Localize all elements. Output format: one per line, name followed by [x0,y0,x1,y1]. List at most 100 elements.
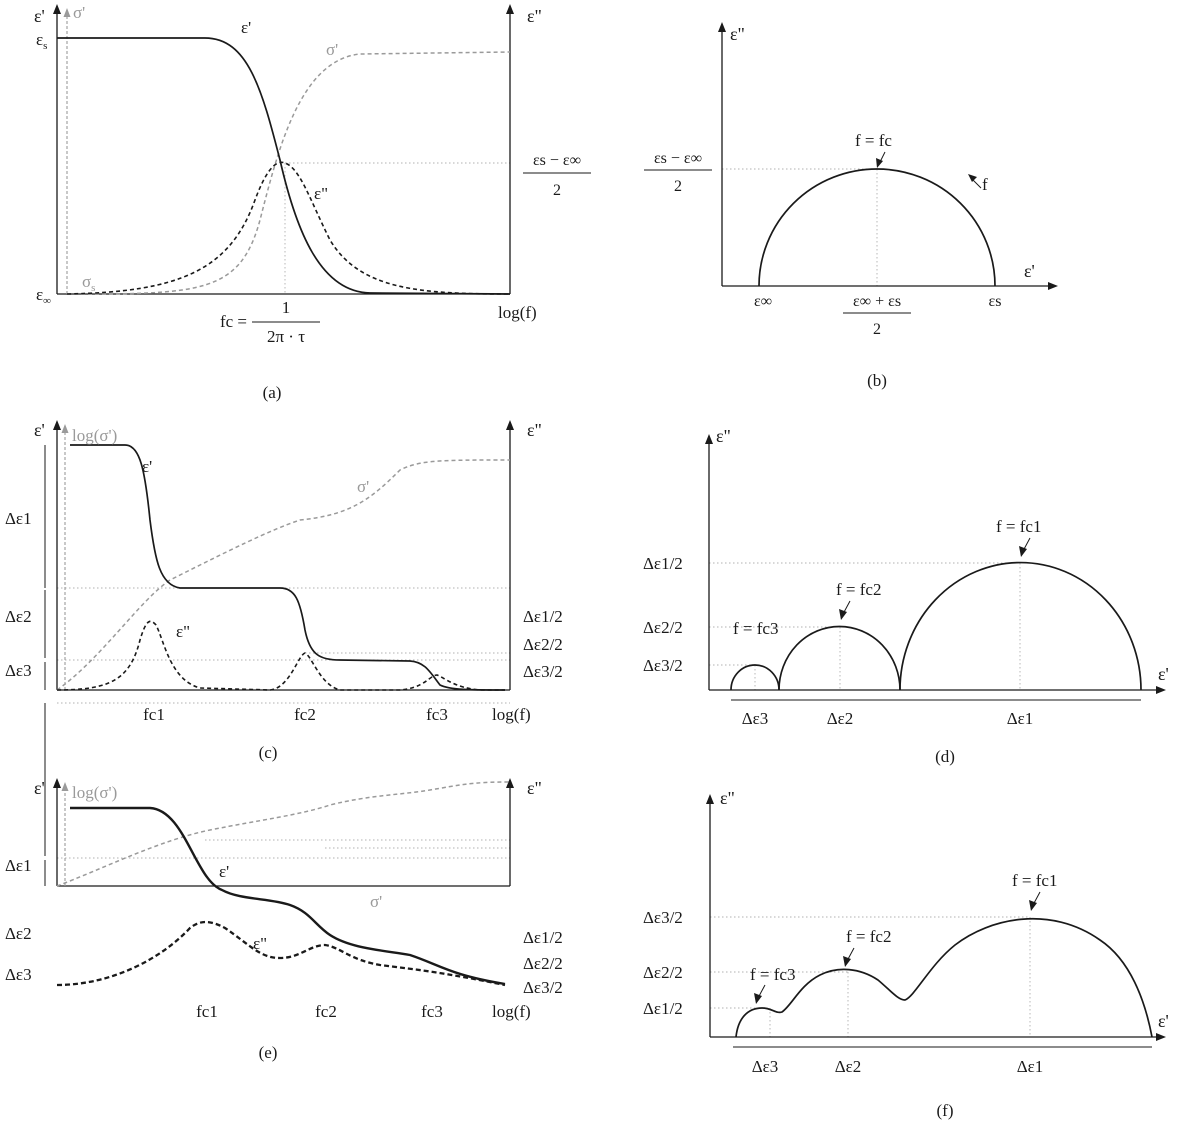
f-s3-label: Δε3 [752,1057,779,1076]
b-x-s-label: εs [989,293,1002,310]
e-eps-prime-curve [70,806,506,986]
b-x-axis-label: ε' [1024,261,1035,281]
f-p2-label: f = fc2 [846,927,891,946]
f-peak3-arrow-head [754,993,762,1004]
e-eps-dprime-curve [56,920,506,987]
c-left-axis-arrow [53,420,61,430]
c-x-axis-label: log(f) [492,705,531,724]
e-left-axis-label: ε' [34,778,45,798]
c-caption: (c) [259,743,278,762]
f-x-axis-label: ε' [1158,1011,1169,1031]
a-gray-axis-arrow [63,8,71,17]
c-left-axis-label: ε' [34,420,45,440]
b-left-fraction-num: εs − ε∞ [654,150,702,167]
a-fc-lhs: fc = [220,312,247,331]
f-s1-label: Δε1 [1017,1057,1044,1076]
d-x-axis-arrow [1156,686,1166,694]
f-p3-label: f = fc3 [750,965,795,984]
d-s2-label: Δε2 [827,709,854,728]
a-x-axis-label: log(f) [498,303,537,322]
b-y-axis-arrow [718,22,726,32]
d-arc-1 [899,561,1142,691]
e-x-axis-label: log(f) [492,1002,531,1021]
c-sigma-curve-label: σ' [357,477,369,496]
a-sigma-curve-label: σ' [326,40,338,59]
c-sigma-curve [56,459,511,691]
a-fc-num: 1 [282,298,291,317]
d-peak2-arrow-head [839,609,847,620]
c-d3-label: Δε3 [5,661,32,680]
c-fc2-label: fc2 [294,705,316,724]
d-p3-label: f = fc3 [733,619,778,638]
b-f-arrow-label: f [982,175,988,194]
d-arc-2 [778,625,901,691]
f-caption: (f) [937,1101,954,1120]
b-caption: (b) [867,371,887,390]
a-right-fraction-den: 2 [553,182,561,199]
panel-f: ε" ε' Δε3/2 Δε2/2 Δε1/2 f = fc1 f = fc2 … [643,788,1169,1120]
c-r3-label: Δε3/2 [523,662,563,681]
d-arc-3 [730,664,780,691]
f-l1-label: Δε3/2 [643,908,683,927]
f-x-axis-arrow [1156,1033,1166,1041]
d-p2-label: f = fc2 [836,580,881,599]
c-r2-label: Δε2/2 [523,635,563,654]
b-semicircle [758,168,996,287]
e-r2-label: Δε2/2 [523,954,563,973]
d-l3-label: Δε3/2 [643,656,683,675]
e-sigma-curve [56,781,511,887]
c-gray-axis-arrow [61,424,69,433]
b-x-mid-num: ε∞ + εs [853,293,901,310]
f-s2-label: Δε2 [835,1057,862,1076]
c-fc3-label: fc3 [426,705,448,724]
d-s1-label: Δε1 [1007,709,1034,728]
a-eps-dprime-curve [66,161,511,295]
a-left-axis-arrow [53,4,61,14]
a-eps-inf-label: ε∞ [36,285,51,307]
d-caption: (d) [935,747,955,766]
c-gray-axis-label: log(σ') [72,426,117,445]
e-sigma-curve-label: σ' [370,892,382,911]
panel-d: ε" ε' Δε1/2 Δε2/2 Δε3/2 f = fc1 f = fc2 … [643,426,1169,766]
panel-b: ε" ε' εs − ε∞ 2 f = fc f ε∞ ε∞ + εs 2 εs… [644,22,1058,390]
f-peak2-arrow-head [843,956,851,967]
e-eps-prime-curve-label: ε' [219,862,229,881]
e-caption: (e) [259,1043,278,1062]
d-y-axis-arrow [705,434,713,444]
a-gray-axis-label: σ' [73,3,85,22]
b-peak-label: f = fc [855,131,892,150]
d-p1-label: f = fc1 [996,517,1041,536]
b-f-arrow-head [968,174,977,182]
f-combined-arc [735,918,1153,1038]
a-left-axis-label: ε' [34,6,45,26]
panel-c: ε' log(σ') ε" Δε1 Δε2 Δε3 ε' σ' ε" Δε1/2… [5,420,563,762]
panel-e: ε' log(σ') ε" Δε1 Δε2 Δε3 ε' σ' ε" Δε1/2… [5,702,563,1062]
c-eps-prime-curve-label: ε' [142,457,152,476]
f-l3-label: Δε1/2 [643,999,683,1018]
a-right-fraction-num: εs − ε∞ [533,152,581,169]
panel-a: ε' σ' ε" εs ε∞ σs ε' σ' ε" εs − ε∞ 2 fc … [34,3,591,402]
f-y-axis-label: ε" [720,788,735,808]
a-caption: (a) [263,383,282,402]
c-eps-prime-curve [70,444,506,691]
f-p1-label: f = fc1 [1012,871,1057,890]
a-sigma-s-label: σs [82,272,95,294]
a-sigma-curve [66,51,511,295]
c-fc1-label: fc1 [143,705,165,724]
f-y-axis-arrow [706,794,714,804]
e-fc3-label: fc3 [421,1002,443,1021]
a-right-axis-label: ε" [527,6,542,26]
e-r1-label: Δε1/2 [523,928,563,947]
e-left-axis-arrow [53,778,61,788]
c-eps-dprime-curve-label: ε" [176,622,190,641]
f-l2-label: Δε2/2 [643,963,683,982]
c-d2-label: Δε2 [5,607,32,626]
d-l1-label: Δε1/2 [643,554,683,573]
d-y-axis-label: ε" [716,426,731,446]
c-right-axis-label: ε" [527,420,542,440]
d-l2-label: Δε2/2 [643,618,683,637]
c-r1-label: Δε1/2 [523,607,563,626]
e-right-axis-label: ε" [527,778,542,798]
e-gray-axis-arrow [61,782,69,791]
